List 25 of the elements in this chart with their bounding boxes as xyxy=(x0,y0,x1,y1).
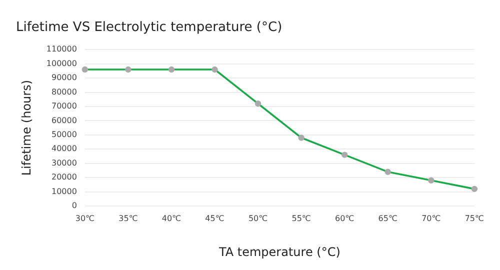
x-tick-label: 75℃ xyxy=(464,214,484,223)
x-tick-label: 60℃ xyxy=(335,214,354,223)
y-tick-label: 50000 xyxy=(51,130,77,139)
x-tick-label: 40℃ xyxy=(162,214,182,223)
y-tick-label: 110000 xyxy=(46,44,77,54)
y-tick-label: 80000 xyxy=(51,87,77,96)
y-tick-label: 90000 xyxy=(51,73,77,82)
x-tick-label: 65℃ xyxy=(378,214,398,223)
y-tick-label: 100000 xyxy=(46,58,77,68)
y-tick-label: 70000 xyxy=(51,102,77,111)
x-tick-label: 45℃ xyxy=(205,214,224,223)
y-axis-title: Lifetime (hours) xyxy=(19,80,34,176)
chart-title: Lifetime VS Electrolytic temperature (°C) xyxy=(16,20,282,36)
x-tick-label: 55℃ xyxy=(292,214,311,223)
y-tick-label: 60000 xyxy=(51,116,77,125)
x-axis-title: TA temperature (°C) xyxy=(218,244,340,259)
x-tick-label: 30℃ xyxy=(75,214,95,223)
y-tick-label: 40000 xyxy=(51,144,77,154)
x-tick-label: 70℃ xyxy=(422,214,441,223)
y-tick-label: 30000 xyxy=(51,158,77,168)
y-tick-label: 0 xyxy=(72,201,77,210)
y-tick-label: 20000 xyxy=(51,172,77,182)
y-tick-label: 10000 xyxy=(51,186,77,196)
x-tick-label: 35℃ xyxy=(118,214,138,223)
x-tick-label: 50℃ xyxy=(248,214,268,223)
